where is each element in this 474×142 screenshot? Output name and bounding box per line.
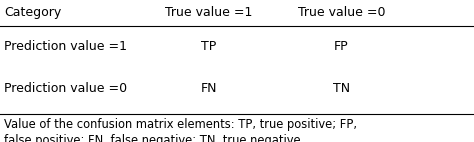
Text: Prediction value =1: Prediction value =1 — [4, 40, 127, 53]
Text: Category: Category — [4, 6, 61, 19]
Text: True value =1: True value =1 — [165, 6, 252, 19]
Text: Value of the confusion matrix elements: TP, true positive; FP,
false positive; F: Value of the confusion matrix elements: … — [4, 118, 357, 142]
Text: FP: FP — [334, 40, 348, 53]
Text: TP: TP — [201, 40, 216, 53]
Text: True value =0: True value =0 — [298, 6, 385, 19]
Text: TN: TN — [333, 82, 350, 95]
Text: FN: FN — [201, 82, 217, 95]
Text: Prediction value =0: Prediction value =0 — [4, 82, 127, 95]
